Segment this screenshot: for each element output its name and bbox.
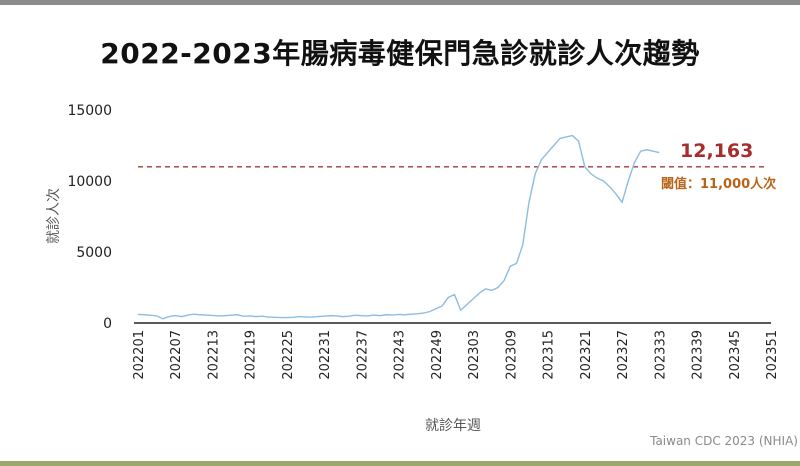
x-tick-label: 202303 xyxy=(467,330,482,380)
y-tick-label: 0 xyxy=(103,316,112,332)
x-tick-label: 202351 xyxy=(765,330,780,380)
y-axis-ticks: 0 5000 10000 15000 xyxy=(67,103,112,332)
x-tick-label: 202225 xyxy=(281,330,296,380)
latest-value-label: 12,163 xyxy=(680,140,753,162)
x-tick-label: 202333 xyxy=(653,330,668,380)
x-tick-label: 202213 xyxy=(206,330,221,380)
y-axis-title: 就診人次 xyxy=(46,188,62,244)
x-tick-label: 202237 xyxy=(355,330,370,380)
x-tick-label: 202327 xyxy=(616,330,631,380)
x-tick-label: 202339 xyxy=(691,330,706,380)
x-tick-label: 202309 xyxy=(504,330,519,380)
threshold-label: 閾值：11,000人次 xyxy=(661,176,776,192)
x-axis-title: 就診年週 xyxy=(425,418,481,434)
x-tick-label: 202315 xyxy=(542,330,557,380)
x-axis-ticks: 202201 202207 202213 202219 202225 202231 2022… xyxy=(132,330,780,380)
x-tick-label: 202219 xyxy=(244,330,259,380)
x-tick-label: 202345 xyxy=(728,330,743,380)
x-tick-label: 202231 xyxy=(318,330,333,380)
top-border xyxy=(0,0,800,5)
bottom-border xyxy=(0,461,800,466)
chart-title: 2022-2023年腸病毒健保門急診就診人次趨勢 xyxy=(100,37,700,70)
source-credit: Taiwan CDC 2023 (NHIA) xyxy=(650,434,798,448)
x-tick-label: 202207 xyxy=(169,330,184,380)
x-tick-label: 202321 xyxy=(579,330,594,380)
x-tick-label: 202249 xyxy=(430,330,445,380)
y-tick-label: 15000 xyxy=(67,103,112,119)
y-tick-label: 5000 xyxy=(76,245,112,261)
x-tick-label: 202201 xyxy=(132,330,147,380)
series-line xyxy=(137,134,660,320)
y-tick-label: 10000 xyxy=(67,174,112,190)
x-tick-label: 202243 xyxy=(393,330,408,380)
